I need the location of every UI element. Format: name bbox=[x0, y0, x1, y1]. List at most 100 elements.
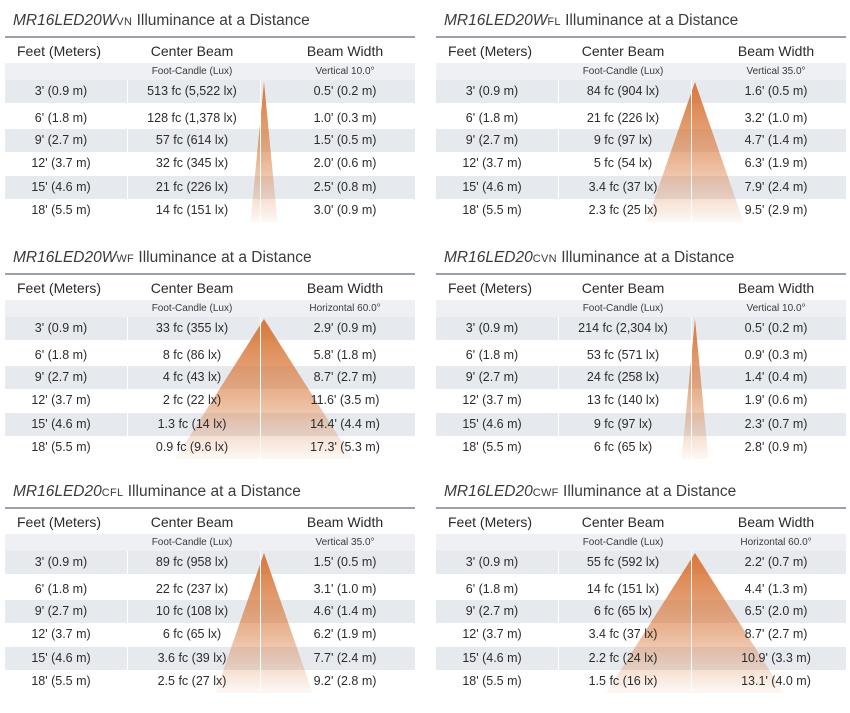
model-name: MR16LED20W bbox=[13, 249, 117, 266]
beam-width-cell: 2.0' (0.6 m) bbox=[313, 156, 377, 170]
center-beam-cell: 14 fc (151 lx) bbox=[586, 582, 660, 596]
distance-cell: 18' (5.5 m) bbox=[31, 674, 91, 688]
center-beam-cell: 32 fc (345 lx) bbox=[155, 156, 229, 170]
center-beam-cell: 513 fc (5,522 lx) bbox=[147, 84, 237, 98]
panel-title: MR16LED20CVN Illuminance at a Distance bbox=[444, 249, 734, 267]
center-beam-cell: 214 fc (2,304 lx) bbox=[578, 321, 668, 335]
panel-title: MR16LED20CFL Illuminance at a Distance bbox=[13, 483, 301, 501]
beam-width-header: Beam Width bbox=[737, 514, 815, 530]
beam-triangle bbox=[175, 319, 353, 459]
center-beam-cell: 3.4 fc (37 lx) bbox=[588, 627, 658, 641]
distance-cell: 12' (3.7 m) bbox=[31, 627, 91, 641]
center-beam-header: Center Beam bbox=[581, 43, 665, 59]
beam-width-cell: 7.7' (2.4 m) bbox=[313, 651, 377, 665]
beam-spec-label: Vertical 10.0° bbox=[315, 66, 375, 77]
distance-cell: 9' (2.7 m) bbox=[34, 133, 88, 147]
beam-width-cell: 1.9' (0.6 m) bbox=[744, 393, 808, 407]
table-row: 12' (3.7 m) 3.4 fc (37 lx) 8.7' (2.7 m) bbox=[436, 623, 846, 646]
beam-width-cell: 9.5' (2.9 m) bbox=[744, 203, 808, 217]
beam-spread-graphic bbox=[681, 319, 709, 459]
distance-cell: 18' (5.5 m) bbox=[462, 674, 522, 688]
beam-width-header: Beam Width bbox=[306, 280, 384, 296]
table-row: 18' (5.5 m) 6 fc (65 lx) 2.8' (0.9 m) bbox=[436, 436, 846, 459]
distance-cell: 6' (1.8 m) bbox=[34, 348, 88, 362]
row-background bbox=[436, 317, 846, 340]
center-beam-cell: 57 fc (614 lx) bbox=[155, 133, 229, 147]
units-row bbox=[5, 534, 415, 551]
beam-width-cell: 4.7' (1.4 m) bbox=[744, 133, 808, 147]
table-row: 18' (5.5 m) 1.5 fc (16 lx) 13.1' (4.0 m) bbox=[436, 670, 846, 693]
row-background bbox=[5, 176, 415, 199]
feet-header: Feet (Meters) bbox=[448, 280, 533, 296]
panel-title: MR16LED20WFL Illuminance at a Distance bbox=[444, 12, 738, 30]
column-divider bbox=[260, 317, 261, 467]
beam-width-header: Beam Width bbox=[737, 43, 815, 59]
units-row bbox=[436, 300, 846, 317]
units-row bbox=[5, 300, 415, 317]
table-row: 3' (0.9 m) 89 fc (958 lx) 1.5' (0.5 m) bbox=[5, 551, 415, 574]
table-row: 3' (0.9 m) 214 fc (2,304 lx) 0.5' (0.2 m) bbox=[436, 317, 846, 340]
distance-cell: 18' (5.5 m) bbox=[462, 203, 522, 217]
distance-cell: 3' (0.9 m) bbox=[34, 84, 88, 98]
beam-width-cell: 6.2' (1.9 m) bbox=[313, 627, 377, 641]
beam-spread-graphic bbox=[606, 553, 784, 693]
beam-width-cell: 6.3' (1.9 m) bbox=[744, 156, 808, 170]
distance-cell: 18' (5.5 m) bbox=[31, 203, 91, 217]
model-name: MR16LED20W bbox=[444, 12, 548, 29]
center-beam-cell: 13 fc (140 lx) bbox=[586, 393, 660, 407]
table-row: 3' (0.9 m) 513 fc (5,522 lx) 0.5' (0.2 m) bbox=[5, 80, 415, 103]
beam-spec-label: Vertical 35.0° bbox=[315, 537, 375, 548]
distance-cell: 12' (3.7 m) bbox=[462, 627, 522, 641]
distance-cell: 12' (3.7 m) bbox=[31, 393, 91, 407]
center-beam-cell: 3.4 fc (37 lx) bbox=[588, 180, 658, 194]
center-beam-cell: 6 fc (65 lx) bbox=[593, 440, 653, 454]
feet-header: Feet (Meters) bbox=[448, 514, 533, 530]
title-divider bbox=[436, 507, 846, 509]
model-suffix: CVN bbox=[532, 253, 557, 265]
table-row: 18' (5.5 m) 0.9 fc (9.6 lx) 17.3' (5.3 m) bbox=[5, 436, 415, 459]
center-beam-cell: 2.3 fc (25 lx) bbox=[588, 203, 658, 217]
table-row: 12' (3.7 m) 2 fc (22 lx) 11.6' (3.5 m) bbox=[5, 389, 415, 412]
center-beam-cell: 9 fc (97 lx) bbox=[593, 417, 653, 431]
model-suffix: CFL bbox=[101, 487, 124, 499]
panel-title: MR16LED20CWF Illuminance at a Distance bbox=[444, 483, 736, 501]
model-name: MR16LED20 bbox=[13, 483, 102, 500]
row-background bbox=[436, 366, 846, 389]
table-row: 15' (4.6 m) 2.2 fc (24 lx) 10.9' (3.3 m) bbox=[436, 647, 846, 670]
beam-width-cell: 2.5' (0.8 m) bbox=[313, 180, 377, 194]
center-beam-cell: 4 fc (43 lx) bbox=[162, 370, 222, 384]
beam-width-cell: 3.0' (0.9 m) bbox=[313, 203, 377, 217]
center-beam-cell: 5 fc (54 lx) bbox=[593, 156, 653, 170]
distance-cell: 9' (2.7 m) bbox=[34, 370, 88, 384]
row-background bbox=[5, 80, 415, 103]
beam-width-cell: 4.6' (1.4 m) bbox=[313, 604, 377, 618]
model-name: MR16LED20 bbox=[444, 249, 533, 266]
center-beam-cell: 6 fc (65 lx) bbox=[593, 604, 653, 618]
beam-width-header: Beam Width bbox=[737, 280, 815, 296]
center-beam-cell: 22 fc (237 lx) bbox=[155, 582, 229, 596]
beam-spread-graphic bbox=[215, 553, 313, 693]
beam-width-cell: 11.6' (3.5 m) bbox=[310, 393, 380, 407]
beam-width-cell: 6.5' (2.0 m) bbox=[744, 604, 808, 618]
table-row: 3' (0.9 m) 33 fc (355 lx) 2.9' (0.9 m) bbox=[5, 317, 415, 340]
beam-triangle bbox=[681, 319, 709, 459]
distance-cell: 15' (4.6 m) bbox=[462, 417, 522, 431]
row-background bbox=[5, 551, 415, 574]
units-row bbox=[5, 63, 415, 80]
column-divider bbox=[691, 551, 692, 701]
table-row: 15' (4.6 m) 9 fc (97 lx) 2.3' (0.7 m) bbox=[436, 413, 846, 436]
center-beam-cell: 89 fc (958 lx) bbox=[155, 555, 229, 569]
table-row: 9' (2.7 m) 4 fc (43 lx) 8.7' (2.7 m) bbox=[5, 366, 415, 389]
distance-cell: 6' (1.8 m) bbox=[465, 348, 519, 362]
feet-header: Feet (Meters) bbox=[17, 514, 102, 530]
beam-width-cell: 0.9' (0.3 m) bbox=[744, 348, 808, 362]
table-row: 12' (3.7 m) 13 fc (140 lx) 1.9' (0.6 m) bbox=[436, 389, 846, 412]
feet-header: Feet (Meters) bbox=[17, 43, 102, 59]
row-background bbox=[436, 551, 846, 574]
distance-cell: 15' (4.6 m) bbox=[462, 651, 522, 665]
center-beam-cell: 21 fc (226 lx) bbox=[155, 180, 229, 194]
center-beam-cell: 2.2 fc (24 lx) bbox=[588, 651, 658, 665]
table-row: 18' (5.5 m) 14 fc (151 lx) 3.0' (0.9 m) bbox=[5, 199, 415, 222]
row-background bbox=[436, 80, 846, 103]
table-row: 6' (1.8 m) 53 fc (571 lx) 0.9' (0.3 m) bbox=[436, 344, 846, 367]
